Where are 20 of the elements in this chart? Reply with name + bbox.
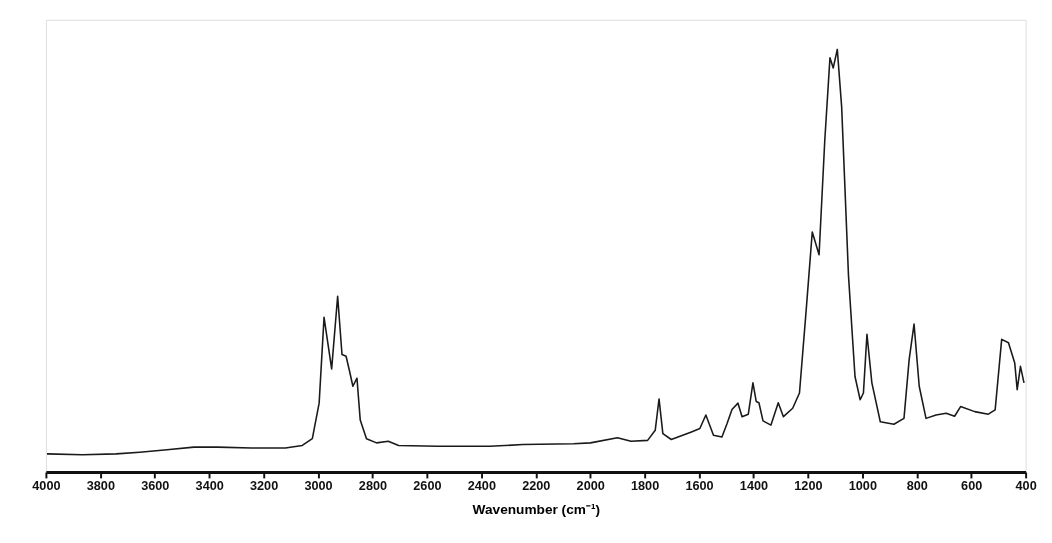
x-tick-label: 1000 <box>848 479 877 494</box>
x-tick-label: 3400 <box>195 479 224 494</box>
x-tick-label: 600 <box>961 479 983 494</box>
x-tick-label: 2000 <box>576 479 605 494</box>
x-tick-label: 2200 <box>522 479 551 494</box>
x-tick-label: 1600 <box>685 479 714 494</box>
x-tick-label: 400 <box>1015 479 1037 494</box>
x-tick-label: 1200 <box>794 479 823 494</box>
x-tick-label: 2400 <box>467 479 496 494</box>
x-axis-title: Wavenumber (cm⁻¹) <box>472 501 600 517</box>
x-tick-label: 800 <box>906 479 928 494</box>
x-tick-label: 2600 <box>413 479 442 494</box>
x-tick-label: 2800 <box>358 479 388 494</box>
x-tick-label: 3000 <box>304 479 333 494</box>
x-tick-label: 3600 <box>141 479 170 494</box>
x-tick-label: 3200 <box>250 479 279 494</box>
x-tick-label: 3800 <box>86 479 115 494</box>
x-tick-label: 1800 <box>631 479 660 494</box>
x-tick-label: 1400 <box>739 479 769 494</box>
x-tick-label: 4000 <box>32 479 61 494</box>
